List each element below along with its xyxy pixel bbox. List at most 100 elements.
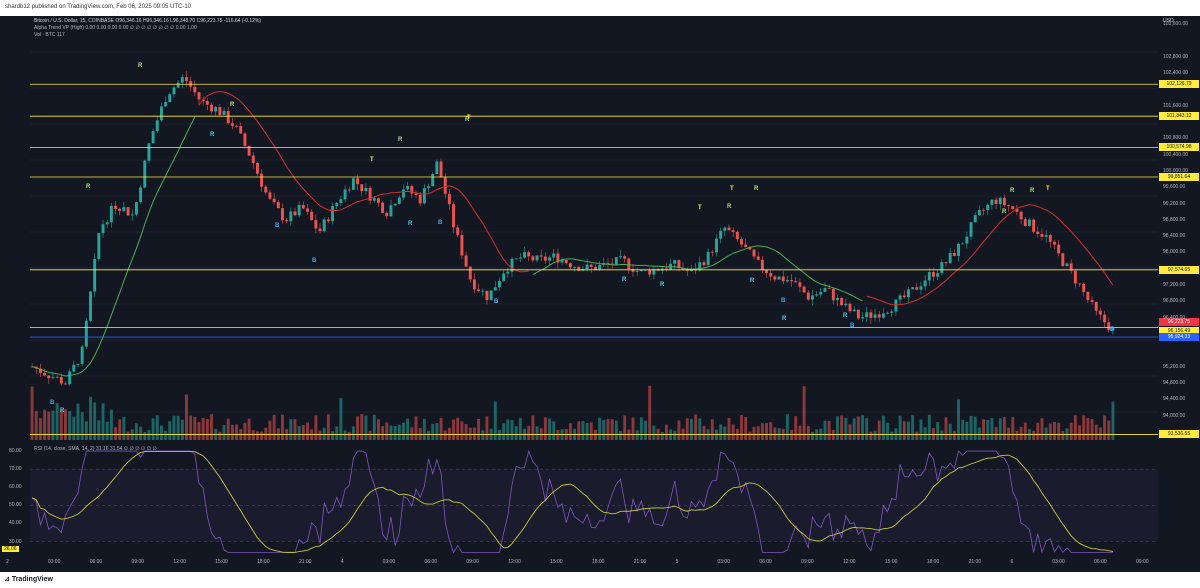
volume-bar <box>719 424 723 440</box>
candle-body <box>155 120 159 132</box>
level-price-label[interactable]: 96,156.49 <box>1159 326 1199 335</box>
symbol-legend[interactable]: Bitcoin / U.S. Dollar, 15, COINBASE O96,… <box>34 18 261 24</box>
volume-bar <box>1007 427 1011 440</box>
candle-body <box>101 224 105 234</box>
publish-line: shardb12 published on TradingView.com, F… <box>5 4 192 10</box>
candle-body <box>84 320 88 347</box>
volume-bar <box>439 417 443 440</box>
candle-body <box>314 220 318 229</box>
volume-bar <box>468 427 472 440</box>
volume-bar <box>936 422 940 440</box>
level-price-label[interactable]: 97,574.65 <box>1159 265 1199 274</box>
signal-marker: R <box>408 221 413 227</box>
candle-body <box>848 303 852 312</box>
volume-bar <box>301 424 305 440</box>
candle-body <box>427 186 430 189</box>
candle-body <box>80 346 84 364</box>
level-price-label[interactable]: 99,851.64 <box>1159 172 1199 181</box>
trend-line-red <box>198 91 529 273</box>
candle-body <box>702 262 706 266</box>
candle-body <box>222 110 226 115</box>
volume-bar <box>543 417 547 440</box>
rsi-pane[interactable] <box>30 442 1158 556</box>
volume-bar <box>97 420 101 440</box>
volume-bar <box>368 430 372 440</box>
rsi-current-label[interactable]: 26.06 <box>2 545 19 552</box>
time-axis[interactable]: 2 03:00 06:00 09:00 12:00 15:00 18:00 21:00 4 03:… <box>0 556 1200 572</box>
level-price-label[interactable]: 95,924.33 <box>1159 333 1199 342</box>
candle-body <box>560 259 564 263</box>
candle-body <box>197 92 201 100</box>
volume-bar <box>1111 401 1115 440</box>
candle-body <box>748 247 752 250</box>
time-tick-label: 09:00 <box>1136 559 1149 565</box>
price-tick-label: 103,600.00 <box>1163 21 1189 28</box>
volume-bar <box>105 421 109 440</box>
time-tick-label: 18:00 <box>926 559 940 565</box>
candle-body <box>957 243 960 256</box>
volume-bar <box>848 424 852 440</box>
volume-bar <box>372 414 376 440</box>
volume-bar <box>506 419 510 440</box>
volume-bar <box>1073 415 1077 440</box>
volume-bar <box>723 426 727 440</box>
candle-body <box>126 207 130 216</box>
signal-marker: T <box>1046 186 1050 192</box>
candle-body <box>326 219 330 222</box>
volume-bar <box>218 431 222 440</box>
volume-bar <box>823 420 827 440</box>
volume-bar <box>314 415 318 440</box>
volume-bar <box>168 421 172 440</box>
volume-bar <box>982 419 986 440</box>
chart-frame[interactable]: Bitcoin / U.S. Dollar, 15, COINBASE O96,… <box>0 16 1200 572</box>
candle-body <box>368 187 372 201</box>
candle-body <box>439 161 443 178</box>
volume-bar <box>927 414 931 440</box>
candle-body <box>272 198 276 203</box>
volume-bar <box>986 420 990 440</box>
signal-marker: R <box>750 278 755 284</box>
volume-bar <box>702 425 706 440</box>
candle-body <box>894 299 898 312</box>
level-price-label[interactable]: 100,574.98 <box>1159 143 1199 152</box>
volume-bar <box>794 416 798 440</box>
candle-body <box>865 312 869 318</box>
volume-bar <box>998 418 1002 440</box>
time-tick-label: 21:00 <box>298 559 312 565</box>
candle-body <box>159 106 163 121</box>
indicator-legend-volume[interactable]: Vol · BTC 117 <box>34 32 65 38</box>
candle-body <box>376 198 380 203</box>
candle-body <box>456 227 460 235</box>
candle-body <box>147 143 151 161</box>
volume-bar <box>1036 422 1040 440</box>
tradingview-logo[interactable]: ⊿ TradingView <box>4 575 53 583</box>
candle-body <box>464 255 468 267</box>
volume-bar <box>406 418 410 440</box>
candle-body <box>114 205 118 209</box>
level-price-label[interactable]: 101,343.12 <box>1159 112 1199 121</box>
price-tick-label: 96,800.00 <box>1163 298 1186 305</box>
volume-bar <box>205 419 209 440</box>
volume-bar <box>694 414 698 440</box>
candle-body <box>180 77 184 83</box>
candle-body <box>1015 208 1019 212</box>
candle-body <box>318 228 322 232</box>
time-tick-label: 03:00 <box>382 559 396 565</box>
candle-body <box>47 375 51 379</box>
indicator-legend-alpha-trend[interactable]: Alpha Trend VP (High) 0.00 0.00 0.00 0.0… <box>34 25 197 31</box>
candle-body <box>568 263 572 268</box>
level-price-label[interactable]: 102,126.79 <box>1159 80 1199 89</box>
candle-body <box>485 290 489 301</box>
candle-body <box>64 383 67 385</box>
rsi-legend-text[interactable]: RSI (14, close, SMA, 14, 2) 31.16 31.54 … <box>34 446 157 452</box>
level-price-label[interactable]: 96,223.75 <box>1159 317 1199 326</box>
signal-marker: R <box>1030 188 1035 194</box>
price-tick-label: 94,000.00 <box>1163 412 1186 419</box>
candle-body <box>564 259 568 264</box>
volume-bar <box>677 420 681 440</box>
level-price-label[interactable]: 93,536.55 <box>1159 430 1199 439</box>
volume-bar <box>756 426 760 440</box>
candle-body <box>1019 211 1023 220</box>
price-chart[interactable] <box>30 16 1158 440</box>
rsi-tick-label: 60.00 <box>9 484 22 491</box>
